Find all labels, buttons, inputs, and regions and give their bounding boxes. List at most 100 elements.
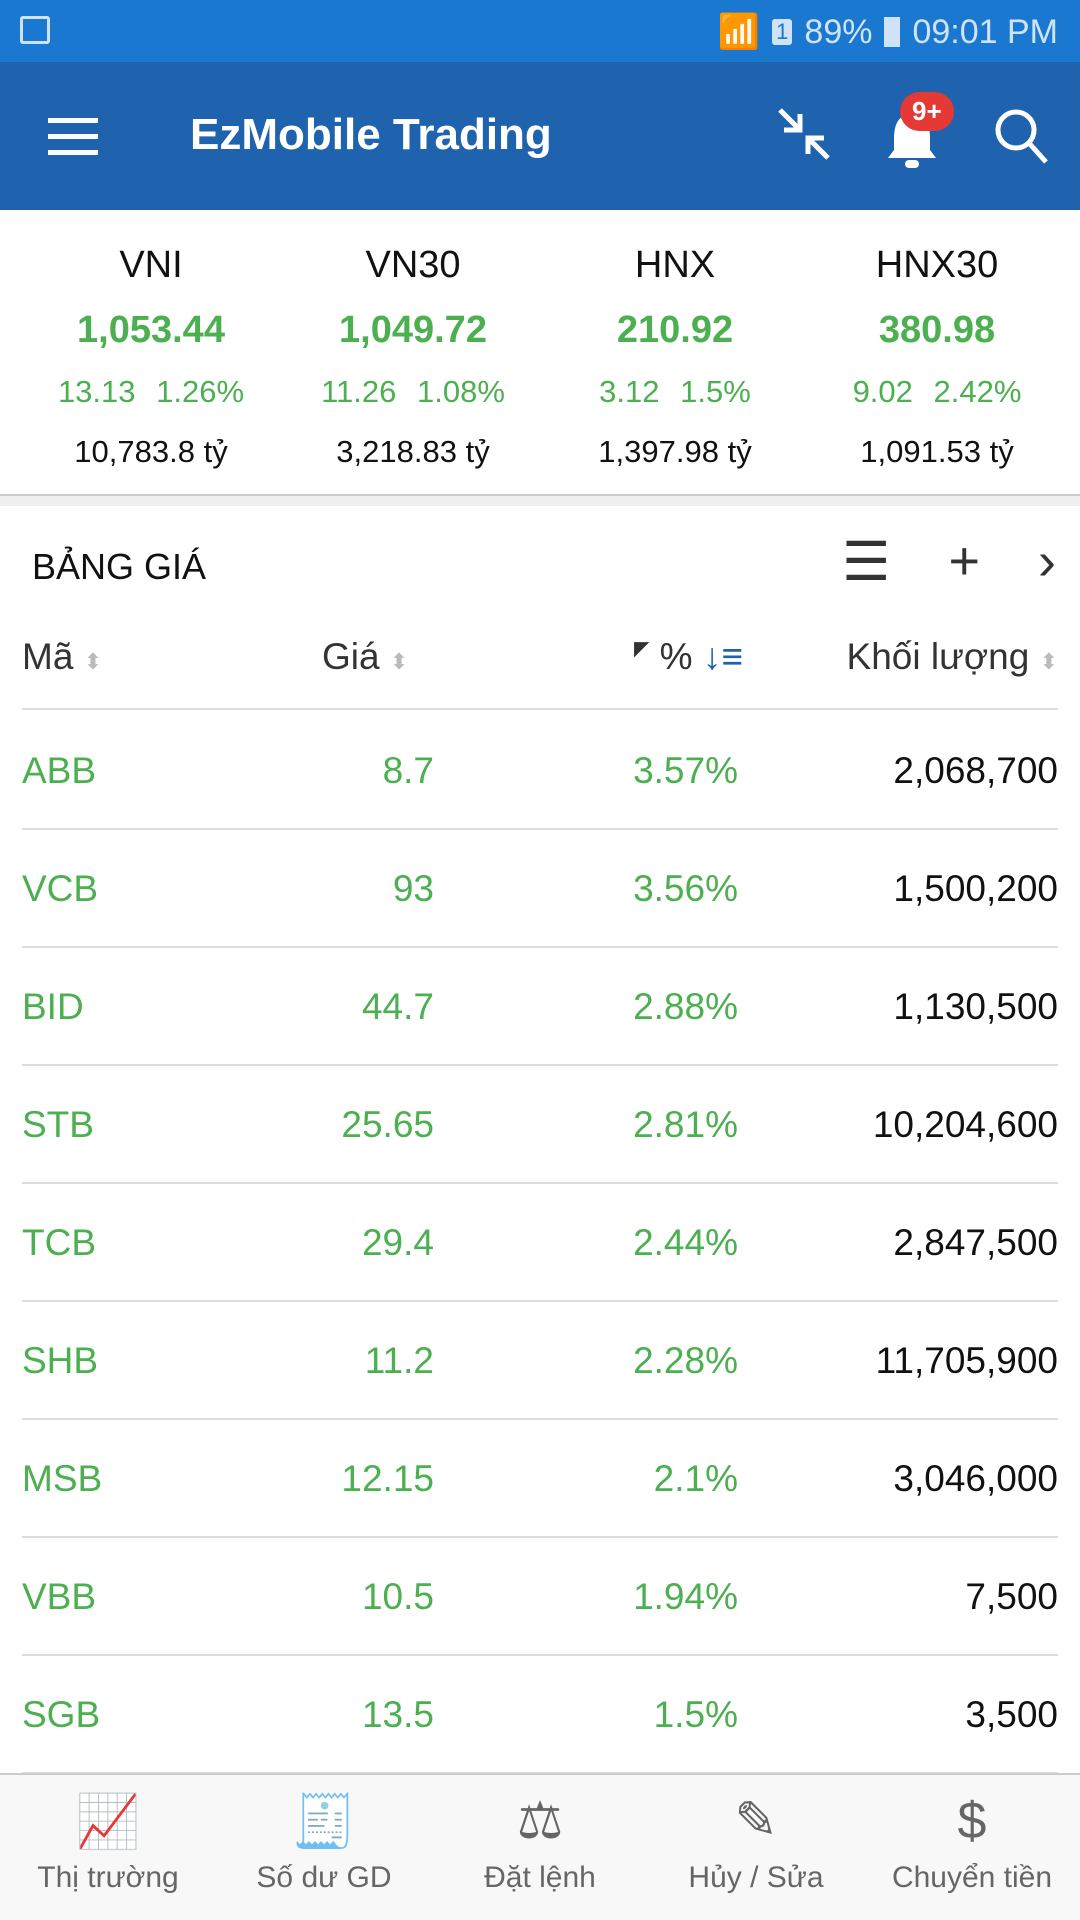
stock-price: 25.65: [341, 1104, 434, 1145]
nav-place-order[interactable]: ⚖ Đặt lệnh: [432, 1775, 648, 1920]
stock-pct: 3.56%: [633, 868, 738, 909]
stock-pct: 2.1%: [653, 1458, 738, 1499]
stock-price: 29.4: [361, 1222, 434, 1263]
gavel-icon: ⚖: [516, 1792, 564, 1850]
app-title: EzMobile Trading: [190, 110, 552, 159]
index-name: VNI: [119, 244, 183, 286]
index-change: 3.12 1.5%: [599, 374, 751, 409]
stock-pct: 2.44%: [633, 1222, 738, 1263]
wifi-icon: 📶: [717, 13, 761, 51]
stock-price: 93: [392, 868, 434, 909]
money-transfer-icon: $: [957, 1792, 987, 1850]
sort-icon: ⬍: [1039, 649, 1058, 674]
menu-icon[interactable]: [48, 118, 98, 166]
table-row[interactable]: MSB 12.15 2.1% 3,046,000: [22, 1420, 1058, 1538]
battery-icon: [884, 17, 901, 47]
stock-code: SGB: [22, 1694, 101, 1735]
status-bar: 📶 1 89% 09:01 PM: [0, 0, 1080, 62]
stock-volume: 11,705,900: [875, 1340, 1058, 1381]
stock-pct: 1.5%: [653, 1694, 738, 1735]
index-name: HNX30: [875, 244, 999, 286]
stock-price: 12.15: [341, 1458, 434, 1499]
table-row[interactable]: TCB 29.4 2.44% 2,847,500: [22, 1184, 1058, 1302]
stock-volume: 1,500,200: [893, 868, 1058, 909]
edit-icon: ✎: [734, 1792, 778, 1850]
stock-volume: 3,500: [965, 1694, 1058, 1735]
table-row[interactable]: BID 44.7 2.88% 1,130,500: [22, 948, 1058, 1066]
index-card[interactable]: HNX30 380.98 9.02 2.42% 1,091.53 tỷ: [806, 210, 1068, 496]
sort-desc-icon: ↓≡: [702, 636, 743, 677]
stock-code: VCB: [22, 868, 99, 909]
stock-volume: 10,204,600: [872, 1104, 1058, 1145]
column-volume[interactable]: Khối lượng ⬍: [846, 636, 1058, 677]
stock-price: 8.7: [382, 750, 434, 791]
index-name: HNX: [634, 244, 716, 286]
search-icon[interactable]: [994, 108, 1050, 166]
table-row[interactable]: SGB 13.5 1.5% 3,500: [22, 1656, 1058, 1774]
stock-volume: 3,046,000: [893, 1458, 1058, 1499]
nav-market[interactable]: 📈 Thị trường: [0, 1775, 216, 1920]
index-change: 13.13 1.26%: [57, 374, 245, 409]
stock-code: STB: [22, 1104, 94, 1145]
app-bar: EzMobile Trading 9+: [0, 62, 1080, 210]
stock-code: TCB: [22, 1222, 96, 1263]
battery-level: 89%: [804, 12, 873, 51]
index-change: 11.26 1.08%: [321, 374, 505, 409]
nav-transfer[interactable]: $ Chuyển tiền: [864, 1775, 1080, 1920]
stock-price: 10.5: [361, 1576, 434, 1617]
table-row[interactable]: VBB 10.5 1.94% 7,500: [22, 1538, 1058, 1656]
stock-pct: 2.81%: [633, 1104, 738, 1145]
chevron-right-icon[interactable]: ›: [1038, 531, 1056, 591]
toggle-corner-icon: ◤: [634, 638, 650, 660]
add-icon[interactable]: +: [948, 531, 981, 591]
sort-icon: ⬍: [389, 649, 409, 674]
column-code[interactable]: Mã ⬍: [22, 636, 103, 677]
index-card[interactable]: HNX 210.92 3.12 1.5% 1,397.98 tỷ: [544, 210, 806, 496]
column-price[interactable]: Giá ⬍: [322, 636, 409, 677]
stock-price: 13.5: [361, 1694, 434, 1735]
collapse-icon[interactable]: [776, 106, 832, 162]
stock-volume: 7,500: [965, 1576, 1058, 1617]
stock-volume: 1,130,500: [893, 986, 1058, 1027]
nav-balance[interactable]: 🧾 Số dư GD: [216, 1775, 432, 1920]
list-icon[interactable]: ☰: [842, 532, 891, 592]
stock-price: 11.2: [364, 1340, 434, 1381]
stock-code: BID: [22, 986, 84, 1027]
index-value: 1,053.44: [77, 309, 225, 351]
table-row[interactable]: ABB 8.7 3.57% 2,068,700: [22, 712, 1058, 830]
index-card[interactable]: VN30 1,049.72 11.26 1.08% 3,218.83 tỷ: [282, 210, 544, 496]
index-value: 210.92: [616, 309, 734, 351]
table-row[interactable]: VCB 93 3.56% 1,500,200: [22, 830, 1058, 948]
index-value: 1,049.72: [339, 309, 487, 351]
index-turnover: 1,091.53 tỷ: [860, 434, 1014, 469]
index-turnover: 1,397.98 tỷ: [598, 434, 752, 469]
index-change: 9.02 2.42%: [852, 374, 1022, 409]
stock-volume: 2,847,500: [893, 1222, 1058, 1263]
invoice-icon: 🧾: [291, 1793, 357, 1851]
index-summary: VNI 1,053.44 13.13 1.26% 10,783.8 tỷ VN30 1,…: [0, 210, 1080, 496]
notification-badge: 9+: [900, 92, 954, 131]
sort-icon: ⬍: [83, 649, 103, 674]
stock-code: VBB: [22, 1576, 97, 1617]
stock-price: 44.7: [361, 986, 434, 1027]
column-pct[interactable]: ◤ % ↓≡: [634, 636, 743, 677]
stock-code: ABB: [22, 750, 97, 791]
stock-code: MSB: [22, 1458, 103, 1499]
gallery-icon: [20, 16, 50, 44]
board-title: BẢNG GIÁ: [32, 546, 207, 587]
stock-code: SHB: [22, 1340, 99, 1381]
clock: 09:01 PM: [912, 12, 1058, 51]
bottom-nav: 📈 Thị trường 🧾 Số dư GD ⚖ Đặt lệnh ✎ Hủy / S…: [0, 1773, 1080, 1920]
index-turnover: 3,218.83 tỷ: [336, 434, 490, 469]
stock-pct: 3.57%: [633, 750, 738, 791]
stock-volume: 2,068,700: [893, 750, 1058, 791]
stock-pct: 2.88%: [633, 986, 738, 1027]
index-turnover: 10,783.8 tỷ: [74, 434, 228, 469]
index-card[interactable]: VNI 1,053.44 13.13 1.26% 10,783.8 tỷ: [20, 210, 282, 496]
index-name: VN30: [365, 244, 461, 286]
table-row[interactable]: STB 25.65 2.81% 10,204,600: [22, 1066, 1058, 1184]
index-value: 380.98: [878, 309, 996, 351]
nav-cancel-edit[interactable]: ✎ Hủy / Sửa: [648, 1775, 864, 1920]
stock-pct: 1.94%: [633, 1576, 738, 1617]
table-row[interactable]: SHB 11.2 2.28% 11,705,900: [22, 1302, 1058, 1420]
